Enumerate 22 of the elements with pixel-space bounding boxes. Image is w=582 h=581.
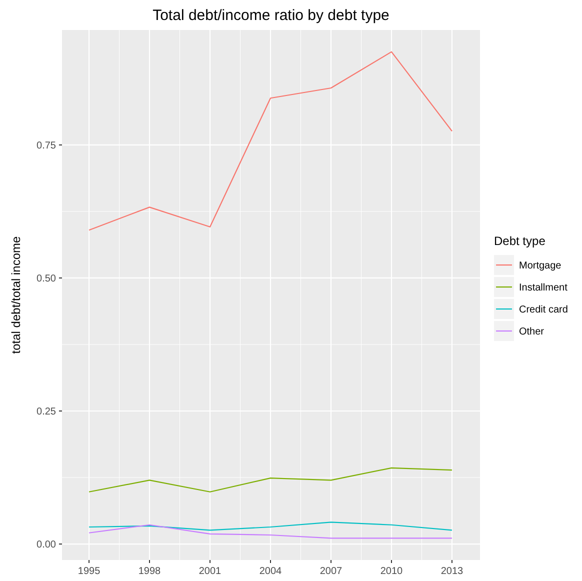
line-series [88,467,453,492]
line-series [88,522,453,531]
x-tick-label: 1998 [138,566,162,577]
line-series [88,51,453,231]
x-tick-label: 2010 [380,566,404,577]
y-tick-label: 0.50 [36,273,56,284]
x-tick-label: 2007 [320,566,343,577]
legend-label: Mortgage [519,260,562,272]
x-tick-label: 1995 [78,566,101,577]
legend-label: Credit card [519,304,568,316]
legend-label: Installment [519,282,568,294]
legend-title: Debt type [494,234,546,248]
x-tick-label: 2001 [198,566,222,577]
y-tick-label: 0.00 [36,540,56,551]
x-tick-label: 2013 [440,566,464,577]
x-tick-label: 2004 [259,566,282,577]
y-axis-title: total debt/total income [9,236,23,354]
legend-label: Other [519,326,545,338]
chart-title: Total debt/income ratio by debt type [152,7,390,24]
y-tick-label: 0.75 [36,140,56,152]
line-series [88,524,453,539]
y-tick-label: 0.25 [36,406,56,418]
